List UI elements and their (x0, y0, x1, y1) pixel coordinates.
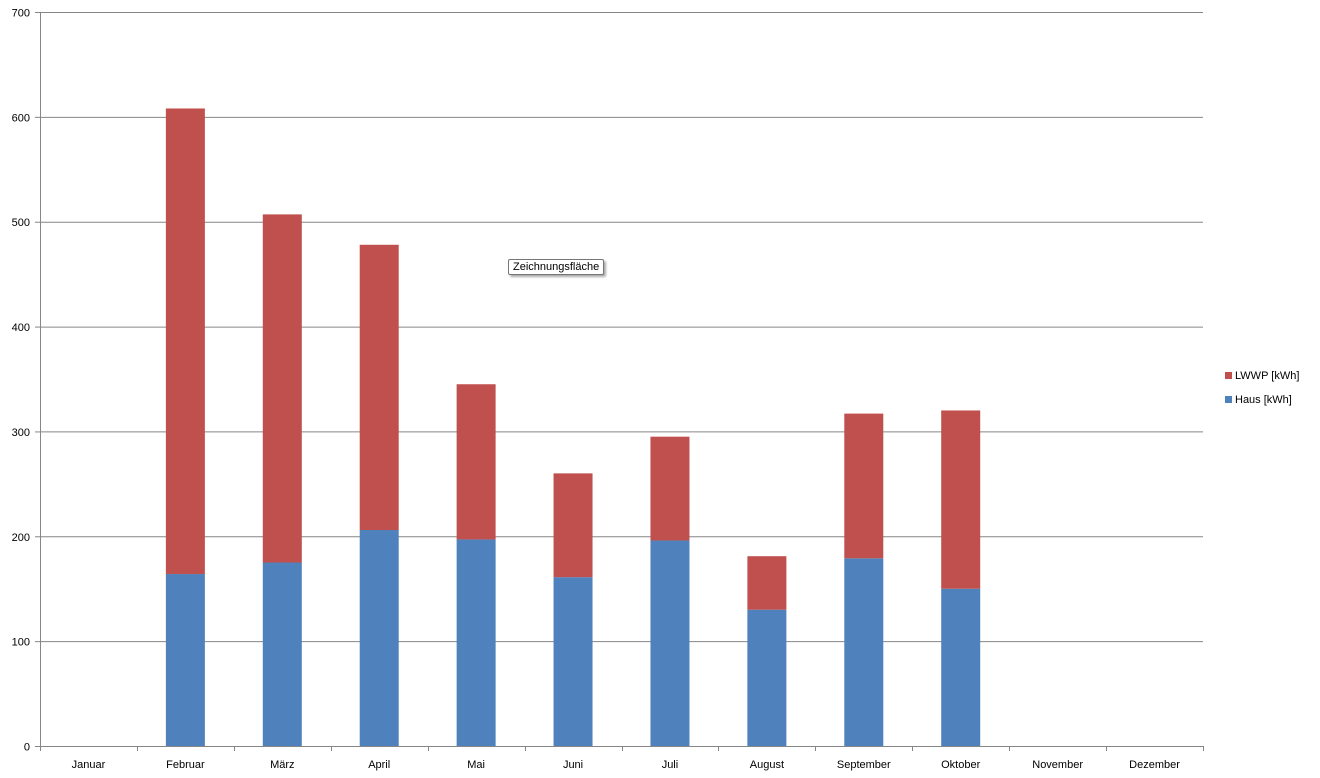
plot-area-tooltip: Zeichnungsfläche (508, 259, 605, 275)
x-tick-label: März (270, 759, 294, 771)
y-tick-label: 400 (12, 322, 30, 334)
x-tick-label: Juli (662, 759, 679, 771)
bar-haus (262, 562, 302, 746)
bar-haus (650, 540, 690, 746)
bar-lwwp (553, 473, 593, 578)
y-tick-label: 500 (12, 217, 30, 229)
y-tick-label: 100 (12, 637, 30, 649)
bar-lwwp (941, 410, 981, 589)
legend-label: LWWP [kWh] (1235, 370, 1299, 382)
bar-haus (165, 574, 205, 746)
x-tick-label: Februar (166, 759, 205, 771)
y-tick-label: 300 (12, 427, 30, 439)
legend-label: Haus [kWh] (1235, 394, 1292, 406)
bar-lwwp (359, 244, 399, 530)
bar-haus (553, 577, 593, 746)
x-tick-label: November (1032, 759, 1083, 771)
x-tick-label: April (368, 759, 390, 771)
bar-lwwp (844, 413, 884, 559)
legend-swatch (1225, 396, 1232, 403)
x-tick-label: Dezember (1129, 759, 1180, 771)
bar-lwwp (456, 384, 496, 540)
bar-lwwp (650, 436, 690, 541)
x-tick-label: August (750, 759, 784, 771)
bar-haus (456, 539, 496, 746)
x-tick-label: Juni (563, 759, 583, 771)
x-tick-label: Oktober (941, 759, 980, 771)
x-tick-label: Mai (467, 759, 485, 771)
bar-lwwp (262, 214, 302, 563)
x-tick-label: September (837, 759, 891, 771)
bar-lwwp (165, 108, 205, 575)
y-tick-label: 700 (12, 8, 30, 20)
bar-haus (747, 609, 787, 746)
bar-haus (844, 558, 884, 746)
bar-haus (359, 529, 399, 746)
x-tick-label: Januar (72, 759, 106, 771)
y-tick-label: 600 (12, 112, 30, 124)
y-tick-label: 200 (12, 532, 30, 544)
bar-haus (941, 588, 981, 746)
bar-lwwp (747, 556, 787, 610)
y-tick-label: 0 (24, 742, 30, 754)
legend-swatch (1225, 372, 1232, 379)
